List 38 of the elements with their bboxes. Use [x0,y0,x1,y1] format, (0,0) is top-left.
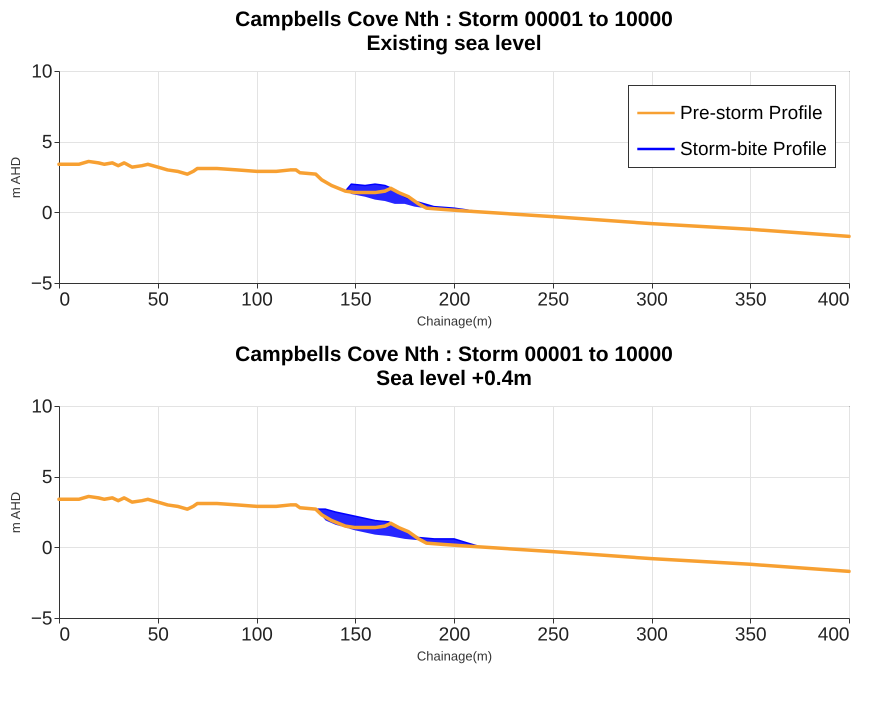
x-tick-label: 400 [818,290,850,310]
y-tick-label: 10 [31,396,52,418]
x-tick-label: 300 [636,290,668,310]
x-tick-label: 50 [148,290,169,310]
x-tick-label: 0 [60,624,70,646]
y-tick-label: 5 [42,132,52,154]
y-axis-title: m AHD [8,156,23,198]
x-tick-label: 400 [818,624,850,646]
x-tick-label: 300 [636,624,668,646]
y-tick-label: −5 [30,274,52,294]
x-tick-label: 350 [734,290,767,310]
chart-title: Campbells Cove Nth : Storm 00001 to 10000 [235,343,673,366]
chart-subtitle: Sea level +0.4m [376,367,532,390]
x-tick-label: 150 [340,624,372,646]
x-tick-label: 50 [148,624,169,646]
x-tick-label: 200 [438,624,470,646]
chart-subtitle: Existing sea level [366,32,542,55]
x-tick-label: 350 [734,624,767,646]
x-axis-title: Chainage(m) [416,314,492,328]
legend-label: Pre-storm Profile [680,103,823,124]
line-series [57,494,851,574]
y-tick-label: 0 [42,202,52,224]
y-tick-label: 10 [31,62,52,82]
x-axis-title: Chainage(m) [416,648,492,664]
x-tick-label: 150 [340,290,372,310]
y-tick-label: 5 [42,467,52,488]
y-tick-label: 0 [42,538,52,559]
x-tick-label: 250 [537,624,570,646]
x-tick-label: 0 [60,290,70,310]
y-axis-title: m AHD [8,492,23,534]
x-tick-label: 100 [241,290,273,310]
legend-label: Storm-bite Profile [680,139,827,160]
y-tick-label: −5 [30,608,52,630]
x-tick-label: 100 [241,624,273,646]
x-tick-label: 200 [438,290,470,310]
chart-title: Campbells Cove Nth : Storm 00001 to 10000 [235,8,673,31]
line-series [57,160,851,238]
x-tick-label: 250 [537,290,570,310]
